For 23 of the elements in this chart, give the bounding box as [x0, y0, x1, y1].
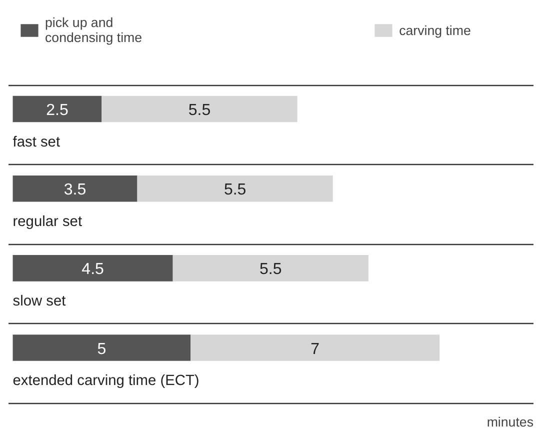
- y-tick-label: extended carving time (ECT): [12, 373, 200, 390]
- data-label: 4.5: [82, 261, 104, 278]
- x-axis-title: minutes: [486, 414, 534, 430]
- y-tick-label: fast set: [12, 134, 60, 150]
- legend-label: pick up and condensing time: [45, 15, 142, 45]
- data-label: 2.5: [46, 102, 68, 119]
- bar: [137, 175, 333, 202]
- bar: [190, 334, 440, 361]
- data-label: 5.5: [188, 102, 211, 119]
- legend-label: carving time: [399, 22, 471, 38]
- bar: [102, 96, 298, 122]
- bar: [12, 175, 138, 202]
- data-label: 7: [310, 340, 320, 358]
- bar: [172, 255, 368, 282]
- data-label: 5: [97, 340, 106, 358]
- data-label: 5.5: [224, 182, 246, 199]
- y-tick-label: regular set: [12, 214, 82, 230]
- data-label: 3.5: [64, 182, 86, 199]
- y-tick-label: slow set: [12, 294, 66, 310]
- bar: [12, 255, 173, 282]
- bar: [12, 96, 102, 122]
- data-label: 5.5: [260, 261, 282, 278]
- bar: [12, 334, 191, 361]
